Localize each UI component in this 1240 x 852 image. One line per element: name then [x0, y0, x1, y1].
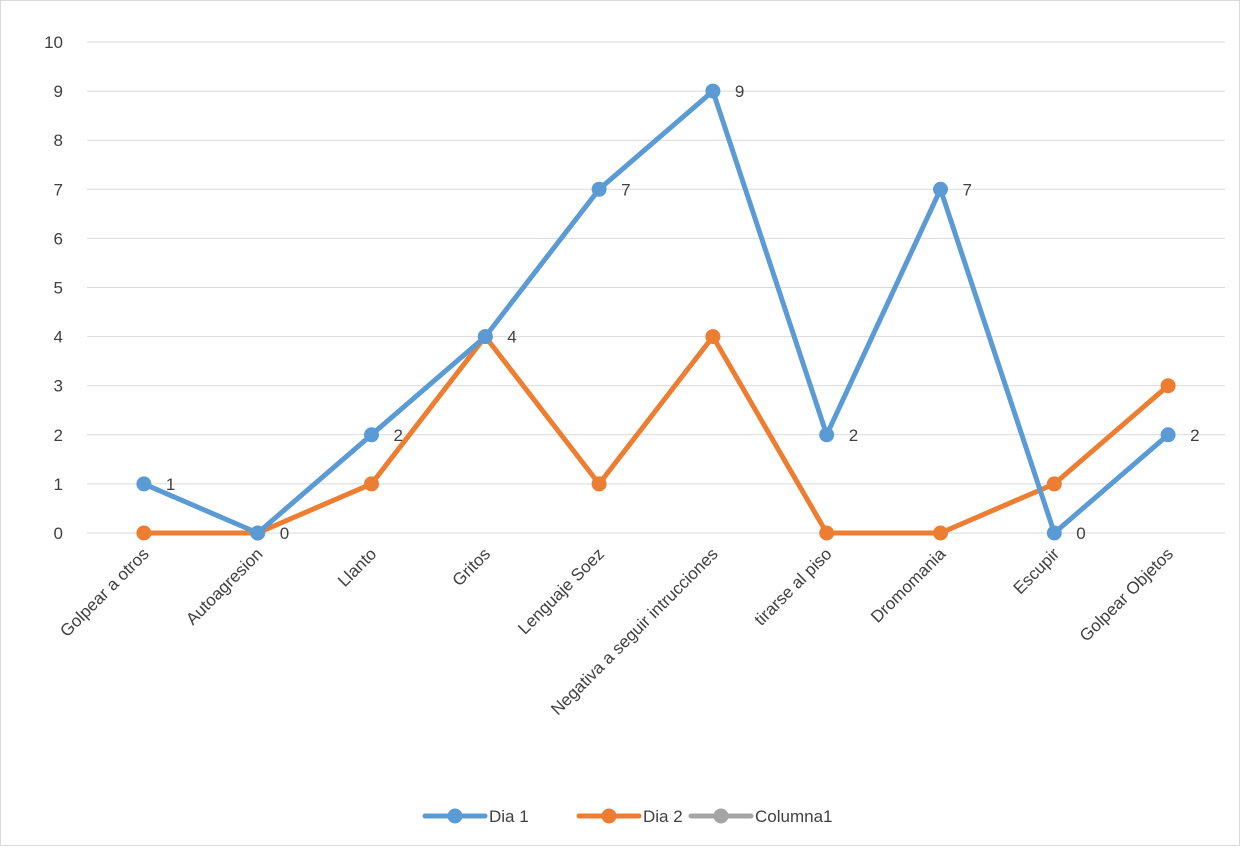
y-tick-label: 3 [54, 377, 63, 396]
y-tick-label: 4 [54, 328, 63, 347]
data-point [477, 329, 493, 345]
data-point [819, 525, 835, 541]
data-point [364, 427, 379, 443]
y-tick-label: 9 [54, 82, 63, 101]
y-tick-label: 0 [54, 524, 63, 543]
data-point [819, 427, 835, 443]
data-point [250, 525, 266, 541]
data-point [1160, 378, 1176, 394]
data-label: 7 [621, 180, 630, 199]
x-tick-label: Escupir [1010, 544, 1064, 598]
x-tick-label: Golpear Objetos [1076, 544, 1177, 645]
series-lines [136, 83, 1176, 541]
data-label: 7 [963, 180, 972, 199]
data-point [705, 329, 721, 345]
y-tick-label: 6 [54, 229, 63, 248]
data-label: 4 [507, 328, 516, 347]
x-tick-label: Dromomania [867, 544, 950, 627]
series-line [141, 88, 1171, 536]
y-tick-label: 2 [54, 426, 63, 445]
x-tick-label: Gritos [449, 544, 494, 589]
data-point [705, 83, 721, 99]
data-label: 2 [1190, 426, 1199, 445]
data-point [933, 525, 948, 541]
legend-label: Dia 2 [643, 807, 683, 826]
data-point [933, 181, 948, 197]
series-line [141, 334, 1171, 536]
y-tick-label: 1 [54, 475, 63, 494]
data-point [591, 476, 607, 492]
x-tick-label: tirarse al piso [751, 544, 836, 629]
x-tick-label: Llanto [334, 544, 380, 590]
data-point [1046, 525, 1062, 541]
x-tick-label: Autoagresion [182, 544, 266, 628]
y-tick-label: 5 [54, 279, 63, 298]
data-label: 2 [394, 426, 403, 445]
data-label: 0 [280, 524, 289, 543]
x-axis-ticks: Golpear a otros Autoagresion Llanto Gritos L… [56, 544, 1176, 719]
y-tick-label: 8 [54, 131, 63, 150]
data-point [591, 181, 607, 197]
legend-swatch-marker [601, 808, 617, 824]
data-label: 0 [1076, 524, 1085, 543]
data-point [364, 476, 379, 492]
data-point [1160, 427, 1176, 443]
y-axis-ticks: 0 1 2 3 4 5 6 7 8 9 10 [44, 33, 63, 543]
data-labels: 1 0 2 4 7 9 2 7 0 2 [166, 82, 1200, 543]
data-label: 9 [735, 82, 744, 101]
x-tick-label: Golpear a otros [56, 544, 152, 640]
data-point [136, 476, 152, 492]
legend-label: Dia 1 [489, 807, 529, 826]
data-label: 2 [849, 426, 858, 445]
data-label: 1 [166, 475, 175, 494]
legend-swatch-marker [447, 808, 463, 824]
legend: Dia 1 Dia 2 Columna1 [422, 807, 833, 826]
y-tick-label: 7 [54, 180, 63, 199]
x-tick-label: Lenguaje Soez [514, 544, 608, 638]
gridlines [87, 41, 1225, 534]
data-point [1046, 476, 1062, 492]
data-point [136, 525, 152, 541]
legend-label: Columna1 [755, 807, 833, 826]
y-tick-label: 10 [44, 33, 63, 52]
legend-swatch-marker [713, 808, 729, 824]
